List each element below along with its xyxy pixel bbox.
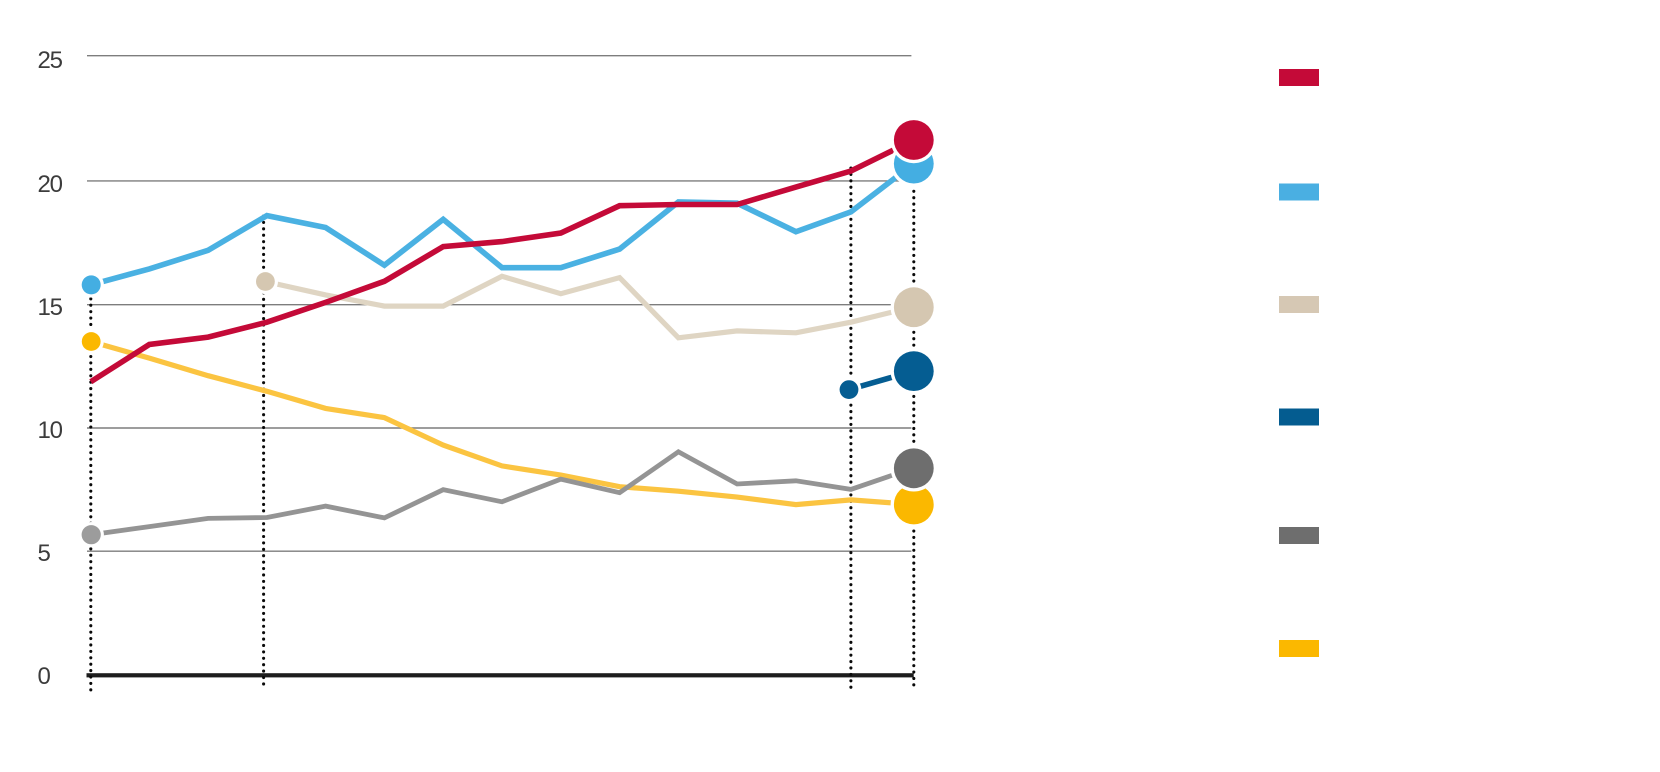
svg-text:0: 0	[38, 663, 51, 690]
svg-text:25: 25	[38, 47, 63, 74]
svg-text:10: 10	[38, 417, 63, 444]
svg-text:15: 15	[38, 294, 63, 321]
svg-text:5: 5	[38, 540, 51, 567]
svg-text:20: 20	[38, 171, 63, 198]
